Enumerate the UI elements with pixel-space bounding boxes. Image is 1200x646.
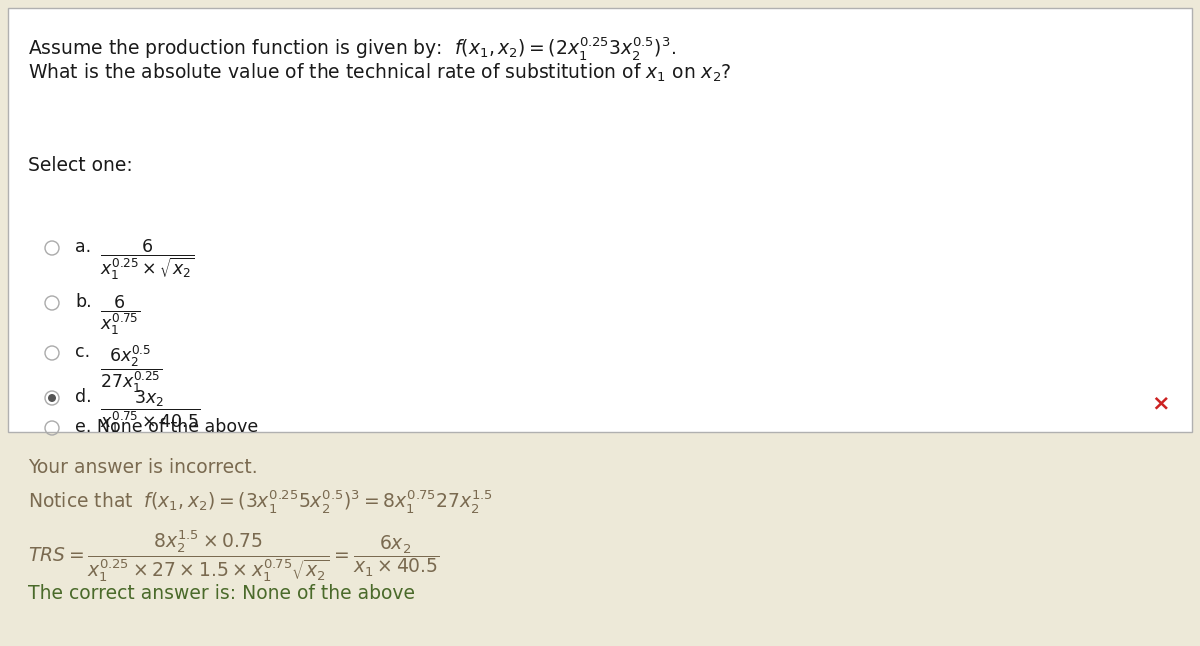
Text: a.: a. [74,238,91,256]
Text: Select one:: Select one: [28,156,133,175]
Text: e. None of the above: e. None of the above [74,418,258,436]
Text: The correct answer is: None of the above: The correct answer is: None of the above [28,584,415,603]
Text: Assume the production function is given by:  $f(x_1, x_2) = (2x_1^{0.25}3x_2^{0.: Assume the production function is given … [28,35,676,62]
Text: $\mathbf{\times}$: $\mathbf{\times}$ [1151,394,1169,414]
Text: $\dfrac{6}{x_1^{0.25}\times\sqrt{x_2}}$: $\dfrac{6}{x_1^{0.25}\times\sqrt{x_2}}$ [100,238,194,282]
Text: b.: b. [74,293,91,311]
Text: What is the absolute value of the technical rate of substitution of $\mathit{x}_: What is the absolute value of the techni… [28,62,732,84]
Text: $\dfrac{6}{x_1^{0.75}}$: $\dfrac{6}{x_1^{0.75}}$ [100,293,140,337]
FancyBboxPatch shape [8,8,1192,432]
Text: c.: c. [74,343,90,361]
Text: $TRS = \dfrac{8x_2^{1.5}\times 0.75}{x_1^{0.25}\times 27\times 1.5\times x_1^{0.: $TRS = \dfrac{8x_2^{1.5}\times 0.75}{x_1… [28,528,440,584]
Text: Notice that  $f(x_1, x_2) = (3x_1^{0.25}5x_2^{0.5})^3 = 8x_1^{0.75}27x_2^{1.5}$: Notice that $f(x_1, x_2) = (3x_1^{0.25}5… [28,488,493,515]
Text: d.: d. [74,388,91,406]
FancyBboxPatch shape [8,440,1192,638]
Text: Your answer is incorrect.: Your answer is incorrect. [28,458,258,477]
Text: $\dfrac{6x_2^{0.5}}{27x_1^{0.25}}$: $\dfrac{6x_2^{0.5}}{27x_1^{0.25}}$ [100,343,162,395]
Circle shape [48,394,56,402]
Text: $\dfrac{3x_2}{x_1^{0.75}\times 40.5}$: $\dfrac{3x_2}{x_1^{0.75}\times 40.5}$ [100,388,200,435]
